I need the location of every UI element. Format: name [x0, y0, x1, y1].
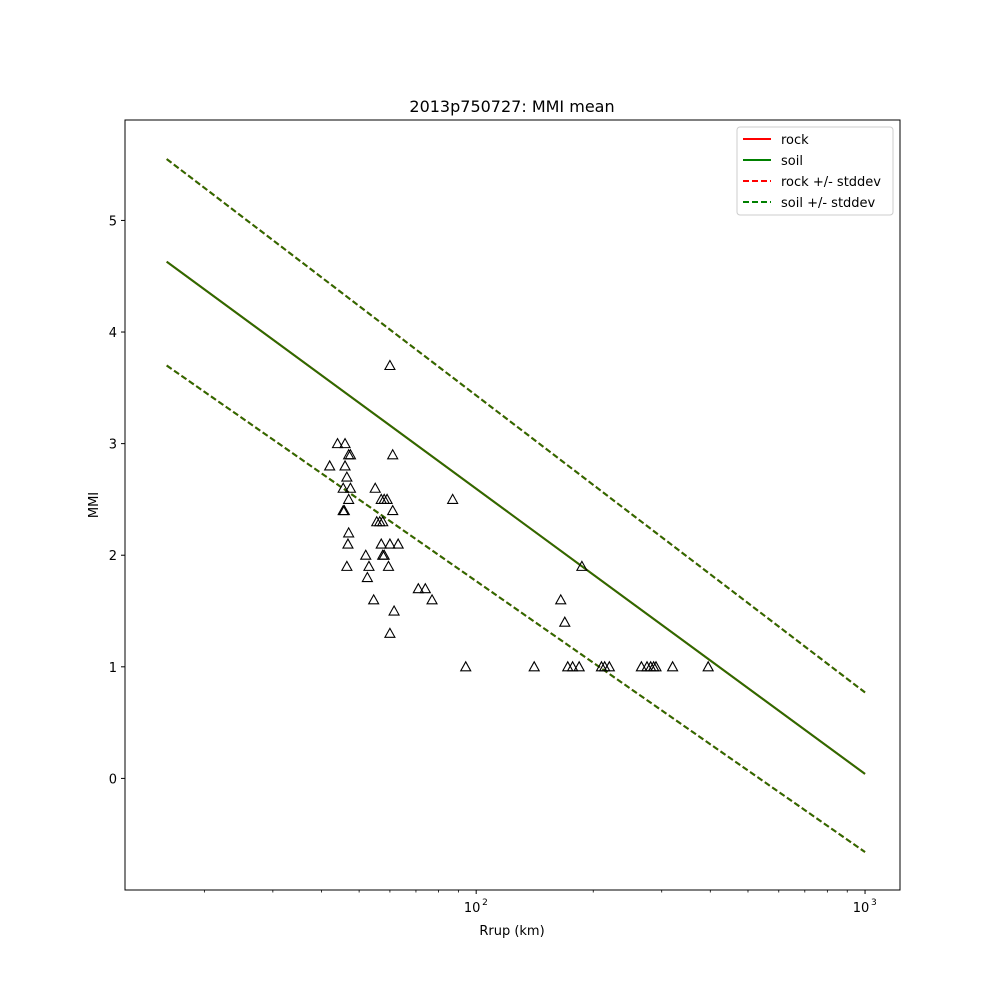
data-point-33: [361, 571, 374, 583]
data-point-27: [392, 537, 405, 549]
legend-label: soil: [781, 154, 803, 169]
data-point-16: [386, 448, 399, 460]
data-point-21: [386, 504, 399, 516]
legend-label: rock +/- stddev: [781, 175, 881, 190]
data-point-17: [369, 482, 382, 493]
y-tick-label: 2: [109, 549, 117, 564]
data-point-26: [383, 537, 396, 549]
data-point-39: [426, 593, 438, 605]
y-tick-label: 1: [109, 661, 117, 676]
data-point-0: [331, 437, 344, 449]
y-tick-label: 5: [109, 214, 117, 229]
x-tick-label: 10: [853, 901, 870, 916]
data-point-31: [363, 560, 375, 571]
data-point-42: [528, 660, 541, 672]
data-point-30: [378, 549, 391, 560]
data-layer: [166, 158, 866, 853]
data-point-8: [344, 482, 357, 493]
data-point-35: [388, 604, 401, 616]
y-tick-label: 3: [109, 438, 117, 453]
data-point-44: [558, 616, 571, 627]
data-point-28: [359, 549, 372, 560]
data-point-9: [342, 493, 355, 504]
data-point-46: [566, 660, 579, 672]
series-line-soil-stddev-5: [166, 364, 866, 853]
data-point-38: [419, 582, 432, 594]
data-point-37: [412, 582, 425, 594]
x-axis-label: Rrup (km): [479, 924, 544, 939]
data-point-32: [382, 560, 395, 571]
data-point-5: [339, 459, 351, 471]
data-point-7: [337, 482, 350, 493]
data-point-40: [446, 493, 459, 504]
data-point-48: [575, 560, 588, 571]
data-point-41: [459, 660, 472, 672]
data-point-58: [702, 660, 715, 672]
y-tick-label: 0: [109, 772, 117, 787]
y-axis-label: MMI: [87, 492, 102, 518]
data-point-6: [340, 470, 353, 482]
data-point-51: [603, 660, 616, 672]
series-line-soil-stddev-4: [166, 158, 866, 694]
data-point-13: [342, 537, 354, 549]
data-point-56: [650, 660, 662, 672]
x-tick-exponent: 3: [871, 898, 877, 908]
data-point-4: [344, 448, 357, 460]
data-point-43: [554, 593, 567, 605]
data-point-34: [367, 593, 380, 605]
legend-box: [736, 126, 894, 216]
data-point-14: [340, 560, 353, 571]
data-point-20: [381, 493, 394, 504]
data-point-15: [383, 359, 396, 371]
chart-title: 2013p750727: MMI mean: [409, 97, 614, 116]
y-tick-label: 4: [109, 326, 117, 341]
data-point-25: [375, 537, 388, 549]
x-tick-label: 10: [464, 901, 481, 916]
data-point-36: [383, 627, 396, 638]
x-tick-exponent: 2: [482, 898, 488, 908]
data-point-1: [339, 437, 351, 449]
data-point-2: [323, 459, 336, 471]
series-line-soil-3: [166, 260, 866, 775]
data-point-12: [342, 526, 355, 538]
data-point-47: [573, 660, 586, 672]
plot-frame: [124, 119, 901, 891]
legend-label: soil +/- stddev: [781, 196, 876, 211]
legend-label: rock: [781, 133, 809, 148]
data-point-57: [666, 660, 679, 672]
data-point-24: [376, 515, 389, 527]
data-point-11: [338, 504, 351, 516]
